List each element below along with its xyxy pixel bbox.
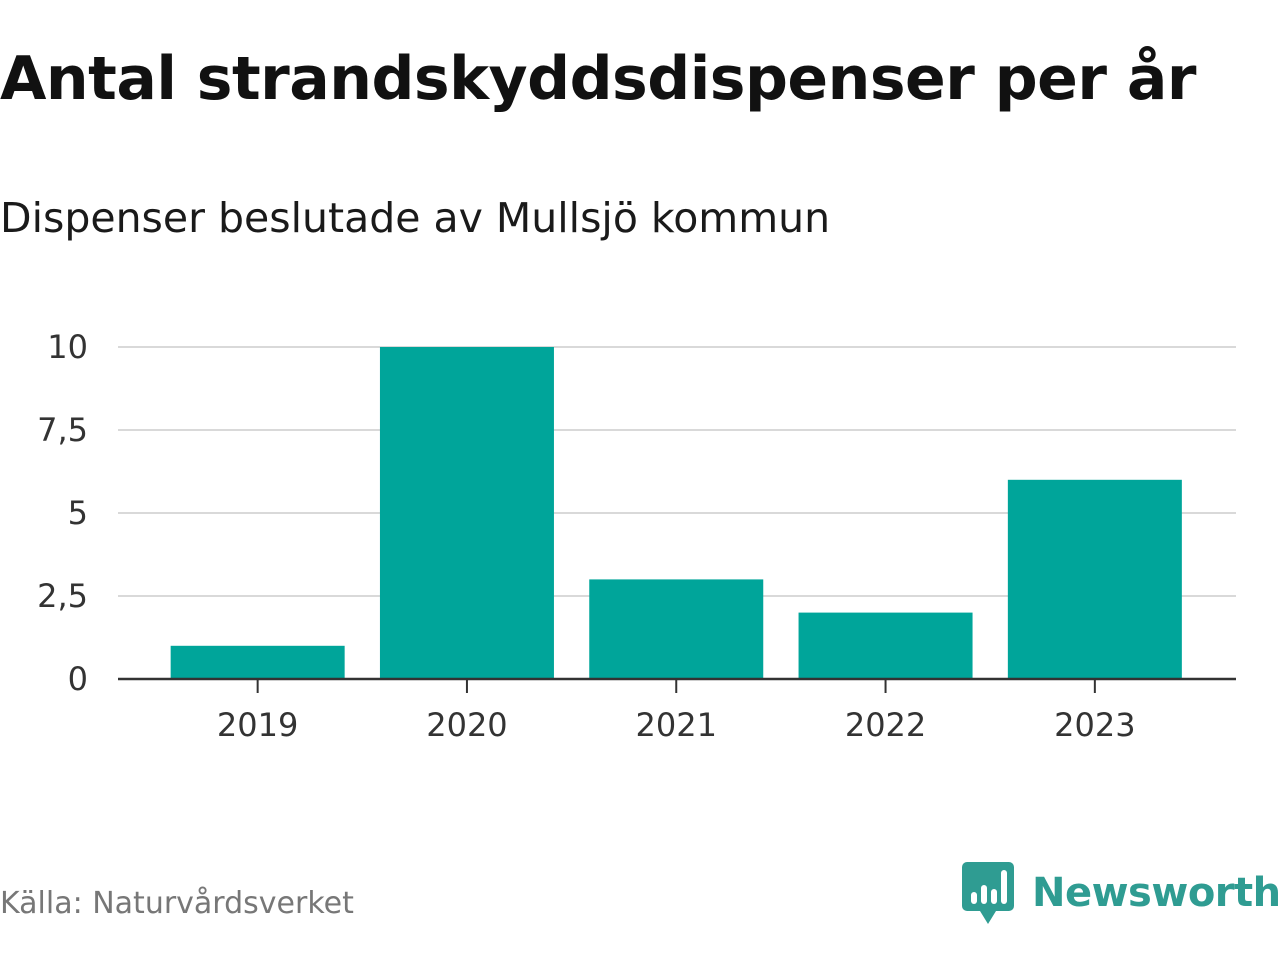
- x-tick-label: 2019: [217, 706, 298, 744]
- chart-title: Antal strandskyddsdispenser per år: [0, 44, 1196, 114]
- speech-bubble-chart-icon: [962, 862, 1014, 924]
- axes: 0 2,5 5 7,5 10 2019 2020 2021 2022 2023: [37, 328, 1236, 744]
- y-tick-label: 10: [47, 328, 88, 366]
- bar-2020: [379, 347, 554, 679]
- x-tick-label: 2021: [636, 706, 717, 744]
- bar-chart: 0 2,5 5 7,5 10 2019 2020 2021 2022 2023: [37, 328, 1236, 744]
- chart-subtitle: Dispenser beslutade av Mullsjö kommun: [0, 194, 831, 242]
- bar-2019: [170, 645, 345, 679]
- y-tick-label: 0: [68, 660, 88, 698]
- bar-2021: [589, 579, 764, 679]
- brand-name: Newsworthy: [1032, 870, 1280, 916]
- source-note: Källa: Naturvårdsverket: [0, 886, 354, 921]
- x-tick-label: 2023: [1054, 706, 1135, 744]
- y-tick-label: 2,5: [37, 577, 88, 615]
- newsworthy-logo: Newsworthy: [962, 862, 1280, 924]
- x-tick-label: 2020: [426, 706, 507, 744]
- x-tick-label: 2022: [845, 706, 926, 744]
- bar-2022: [798, 612, 973, 679]
- bars: [170, 347, 1182, 679]
- bar-2023: [1007, 479, 1182, 679]
- y-tick-label: 7,5: [37, 411, 88, 449]
- y-tick-label: 5: [68, 494, 88, 532]
